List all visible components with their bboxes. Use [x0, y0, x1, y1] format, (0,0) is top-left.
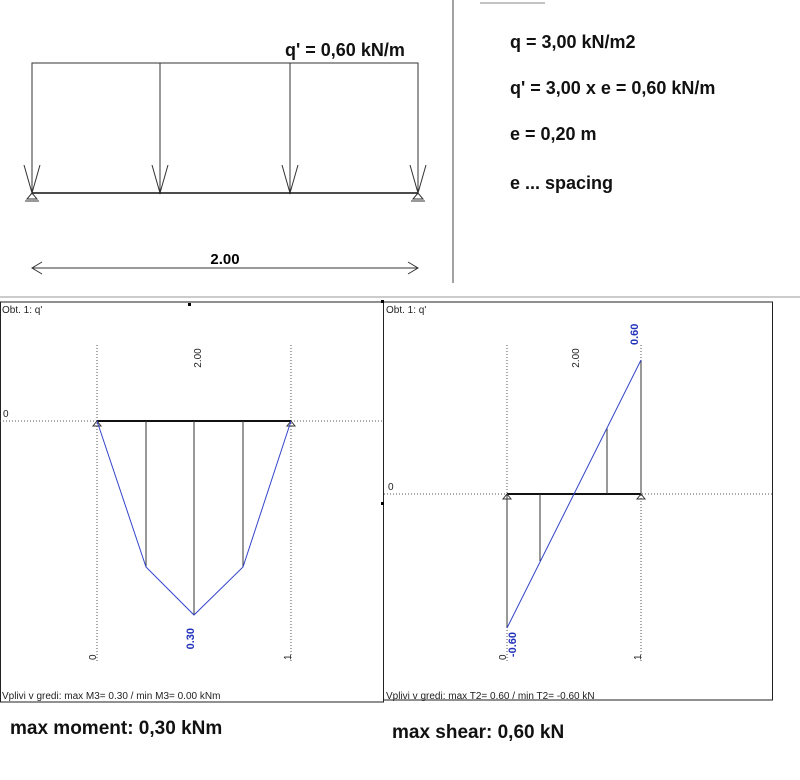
- load-label: q' = 0,60 kN/m: [285, 40, 405, 60]
- support: [25, 192, 39, 202]
- formula: e = 0,20 m: [510, 124, 597, 144]
- moment-panel: Obt. 1: q' 0 2.00 0.30 0 1 Vplivi v gred…: [0, 301, 384, 703]
- min-label: -0.60: [507, 632, 519, 657]
- span-label: 2.00: [571, 348, 582, 368]
- formulas: q = 3,00 kN/m2 q' = 3,00 x e = 0,60 kN/m…: [510, 32, 715, 193]
- dimension-arrow: [31, 261, 43, 275]
- caption: max shear: 0,60 kN: [392, 722, 564, 743]
- formula: q = 3,00 kN/m2: [510, 32, 636, 52]
- panel-footer: Vplivi v gredi: max M3= 0.30 / min M3= 0…: [2, 691, 220, 702]
- moment-line: [96, 420, 292, 616]
- support: [411, 192, 425, 202]
- max-label: 0.60: [629, 324, 641, 345]
- formula: e ... spacing: [510, 173, 613, 193]
- dimension-arrow: [407, 261, 419, 275]
- panel-title: Obt. 1: q': [386, 305, 426, 316]
- end-label: 1: [633, 654, 644, 660]
- zero-label: 0: [3, 409, 9, 420]
- load-frame: q' = 0,60 kN/m 2.00: [23, 40, 427, 275]
- handle: [381, 502, 384, 505]
- handle: [188, 303, 191, 306]
- caption: max moment: 0,30 kNm: [10, 718, 222, 739]
- panel-border: [383, 301, 773, 701]
- start-label: 0: [498, 654, 509, 660]
- handle: [381, 300, 384, 303]
- value-label: 0.30: [185, 628, 197, 649]
- start-label: 0: [88, 654, 99, 660]
- support: [91, 420, 297, 427]
- span-label: 2.00: [210, 251, 239, 268]
- shear-panel: Obt. 1: q' 0 2.00 0.60 -0.60 0 1 Vplivi …: [381, 300, 773, 702]
- panel-title: Obt. 1: q': [2, 305, 42, 316]
- shear-line: [506, 359, 642, 629]
- formula: q' = 3,00 x e = 0,60 kN/m: [510, 78, 715, 98]
- zero-label: 0: [388, 482, 394, 493]
- span-label: 2.00: [193, 348, 204, 368]
- frame-outline: [31, 62, 419, 193]
- panel-footer: Vplivi v gredi: max T2= 0.60 / min T2= -…: [386, 691, 595, 702]
- end-label: 1: [283, 654, 294, 660]
